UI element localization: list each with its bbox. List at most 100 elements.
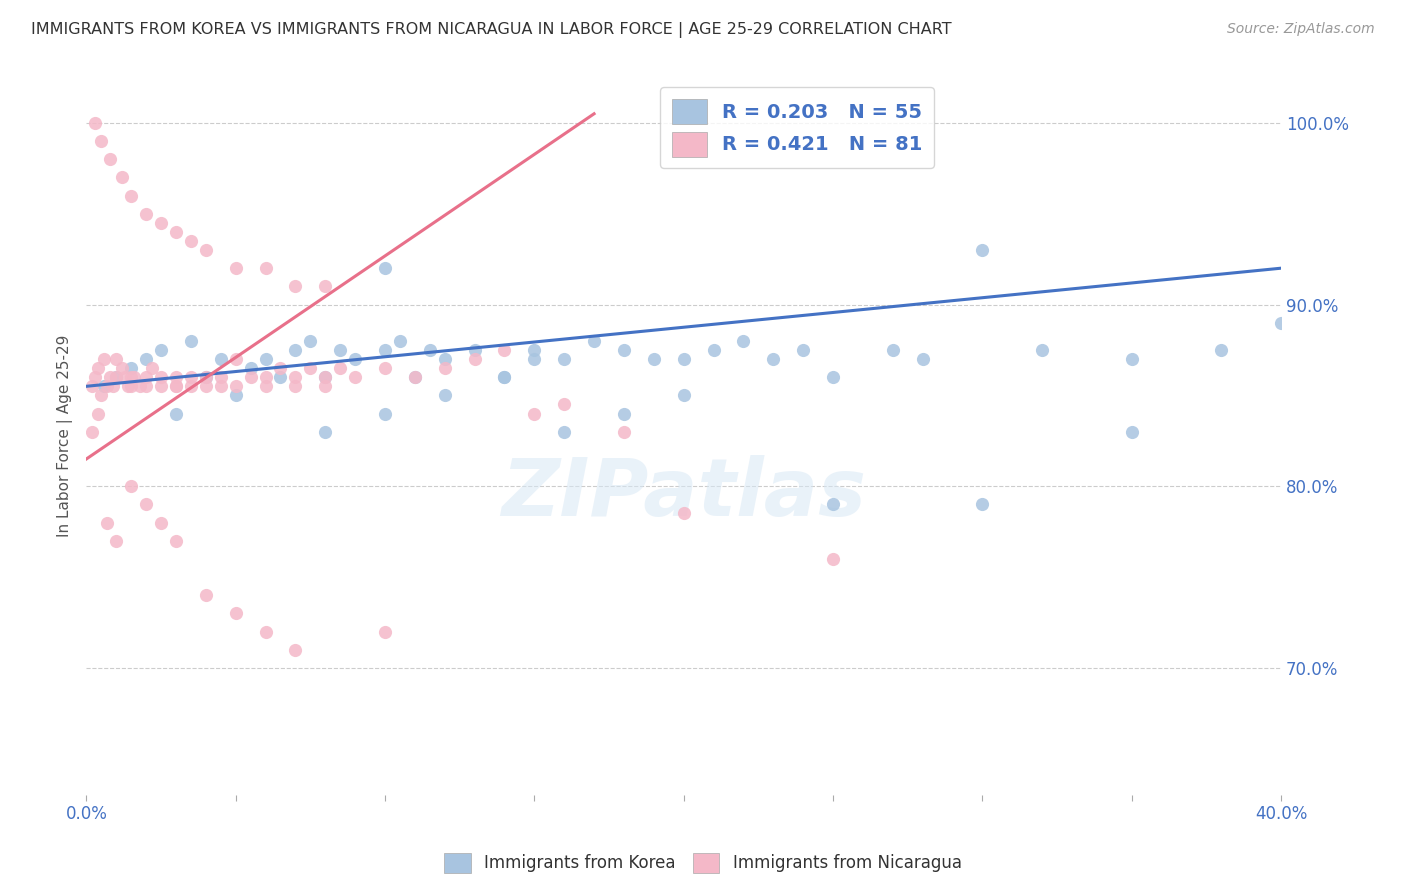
Point xyxy=(90,134,112,148)
Point xyxy=(165,379,187,393)
Point xyxy=(105,370,128,384)
Point xyxy=(82,425,104,439)
Point xyxy=(150,216,173,230)
Point xyxy=(225,388,247,402)
Point xyxy=(165,225,187,239)
Point xyxy=(284,279,307,293)
Point xyxy=(672,388,695,402)
Point xyxy=(82,379,104,393)
Text: ZIPatlas: ZIPatlas xyxy=(501,455,866,533)
Point xyxy=(98,370,121,384)
Point xyxy=(103,379,125,393)
Point xyxy=(433,388,456,402)
Point xyxy=(254,352,277,367)
Point xyxy=(165,379,187,393)
Point xyxy=(269,370,291,384)
Point xyxy=(329,343,352,357)
Point xyxy=(494,370,516,384)
Point xyxy=(209,352,232,367)
Point xyxy=(553,397,575,411)
Point xyxy=(225,261,247,276)
Point xyxy=(314,379,336,393)
Point xyxy=(93,352,115,367)
Point xyxy=(111,170,134,185)
Point xyxy=(672,352,695,367)
Point xyxy=(314,279,336,293)
Point xyxy=(87,407,110,421)
Point xyxy=(374,361,396,376)
Point xyxy=(254,624,277,639)
Point xyxy=(194,243,217,257)
Point xyxy=(105,352,128,367)
Point xyxy=(419,343,441,357)
Point xyxy=(87,361,110,376)
Point xyxy=(111,361,134,376)
Point xyxy=(388,334,411,348)
Point xyxy=(972,243,994,257)
Point xyxy=(1121,425,1143,439)
Point xyxy=(284,343,307,357)
Point xyxy=(84,116,107,130)
Point xyxy=(374,261,396,276)
Point xyxy=(762,352,785,367)
Point xyxy=(433,352,456,367)
Y-axis label: In Labor Force | Age 25-29: In Labor Force | Age 25-29 xyxy=(58,335,73,538)
Point xyxy=(122,370,145,384)
Point xyxy=(314,370,336,384)
Point xyxy=(344,352,367,367)
Point xyxy=(150,516,173,530)
Point xyxy=(299,361,322,376)
Point xyxy=(98,152,121,166)
Point xyxy=(374,624,396,639)
Point xyxy=(135,497,157,511)
Point xyxy=(180,234,202,248)
Point xyxy=(225,379,247,393)
Point xyxy=(344,370,367,384)
Point xyxy=(209,379,232,393)
Point xyxy=(150,379,173,393)
Point xyxy=(299,334,322,348)
Point xyxy=(209,370,232,384)
Point xyxy=(821,497,844,511)
Point xyxy=(1211,343,1233,357)
Legend: R = 0.203   N = 55, R = 0.421   N = 81: R = 0.203 N = 55, R = 0.421 N = 81 xyxy=(659,87,934,169)
Point xyxy=(882,343,904,357)
Point xyxy=(135,379,157,393)
Point xyxy=(239,361,262,376)
Point xyxy=(135,207,157,221)
Point xyxy=(374,407,396,421)
Point xyxy=(702,343,724,357)
Point xyxy=(494,343,516,357)
Point xyxy=(523,352,546,367)
Point xyxy=(105,533,128,548)
Point xyxy=(523,343,546,357)
Point xyxy=(821,552,844,566)
Point xyxy=(120,361,142,376)
Point xyxy=(90,388,112,402)
Point xyxy=(433,361,456,376)
Point xyxy=(225,607,247,621)
Point xyxy=(96,379,118,393)
Point xyxy=(129,379,152,393)
Point xyxy=(553,352,575,367)
Point xyxy=(613,343,636,357)
Point xyxy=(374,343,396,357)
Point xyxy=(314,370,336,384)
Point xyxy=(284,642,307,657)
Point xyxy=(254,261,277,276)
Point xyxy=(150,343,173,357)
Point xyxy=(165,407,187,421)
Legend: Immigrants from Korea, Immigrants from Nicaragua: Immigrants from Korea, Immigrants from N… xyxy=(437,847,969,880)
Point xyxy=(180,334,202,348)
Point xyxy=(329,361,352,376)
Point xyxy=(404,370,426,384)
Point xyxy=(254,379,277,393)
Point xyxy=(314,425,336,439)
Point xyxy=(93,379,115,393)
Point xyxy=(120,188,142,202)
Text: IMMIGRANTS FROM KOREA VS IMMIGRANTS FROM NICARAGUA IN LABOR FORCE | AGE 25-29 CO: IMMIGRANTS FROM KOREA VS IMMIGRANTS FROM… xyxy=(31,22,952,38)
Point xyxy=(120,379,142,393)
Point xyxy=(194,588,217,602)
Point xyxy=(613,425,636,439)
Point xyxy=(404,370,426,384)
